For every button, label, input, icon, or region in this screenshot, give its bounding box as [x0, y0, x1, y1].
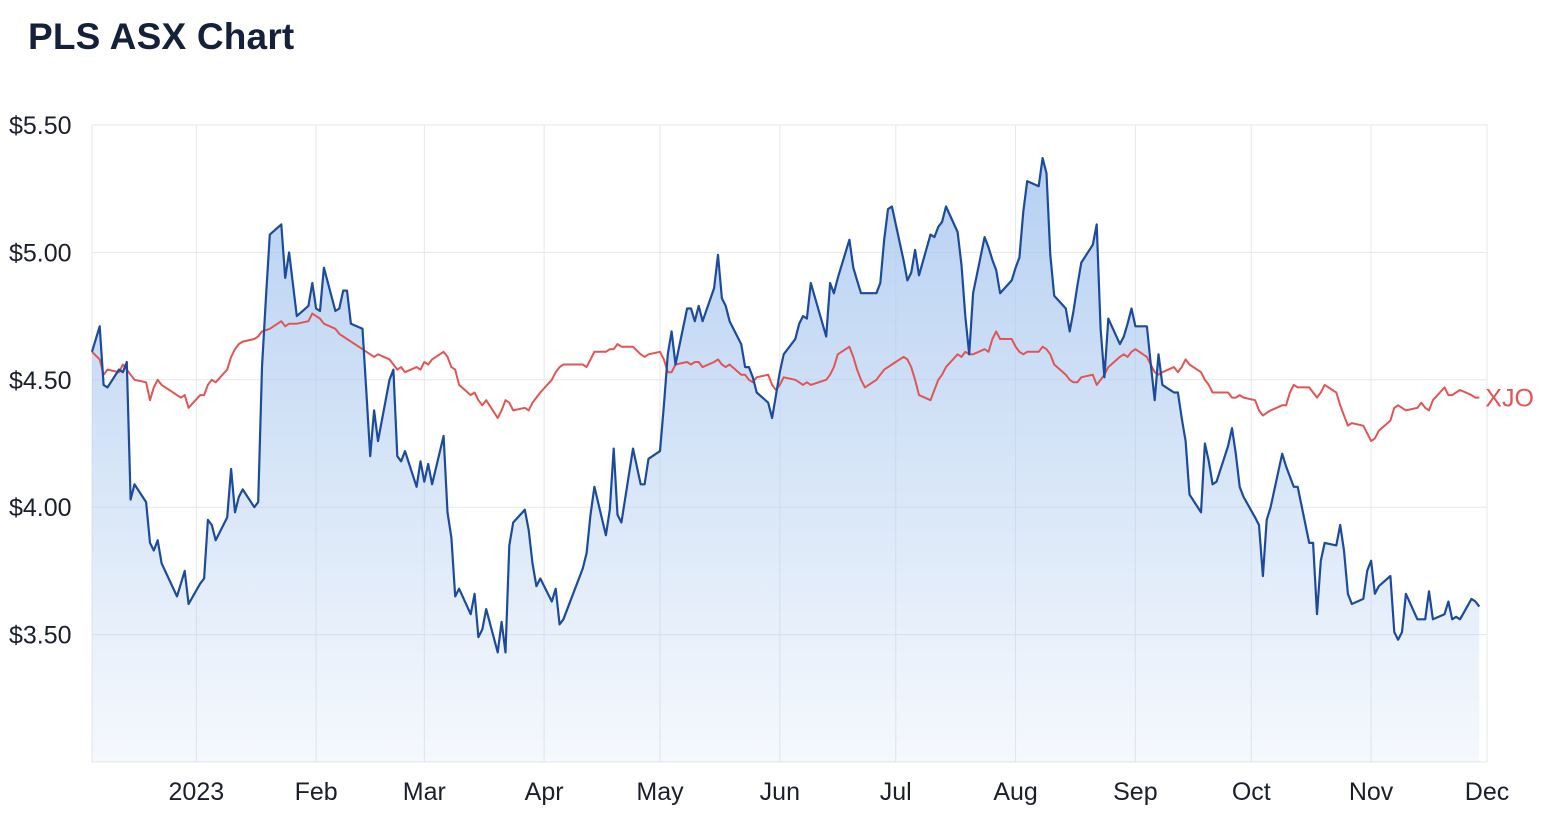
xjo-series-line[interactable] — [91, 312, 1480, 442]
y-tick-label: $5.50 — [9, 112, 72, 140]
x-tick-label: Nov — [1349, 778, 1394, 806]
xjo-series-label: XJO — [1485, 385, 1534, 413]
x-tick-label: May — [636, 778, 684, 806]
y-tick-label: $5.00 — [9, 239, 72, 267]
pls-area — [92, 158, 1480, 763]
pls-area-fill — [92, 158, 1480, 763]
x-tick-label: Jun — [760, 778, 800, 806]
x-tick-label: Feb — [295, 778, 338, 806]
chart-title: PLS ASX Chart — [28, 16, 295, 57]
x-tick-label: Apr — [525, 778, 564, 806]
pls-series-line[interactable] — [90, 157, 1481, 654]
x-tick-label: Aug — [993, 778, 1037, 806]
x-tick-label: 2023 — [169, 778, 225, 806]
x-tick-label: Oct — [1232, 778, 1271, 806]
x-tick-label: Mar — [403, 778, 446, 806]
x-tick-label: Sep — [1113, 778, 1157, 806]
y-tick-label: $3.50 — [9, 622, 72, 650]
y-tick-label: $4.50 — [9, 367, 72, 395]
y-tick-label: $4.00 — [9, 494, 72, 522]
x-tick-label: Dec — [1465, 778, 1509, 806]
x-tick-label: Jul — [880, 778, 912, 806]
